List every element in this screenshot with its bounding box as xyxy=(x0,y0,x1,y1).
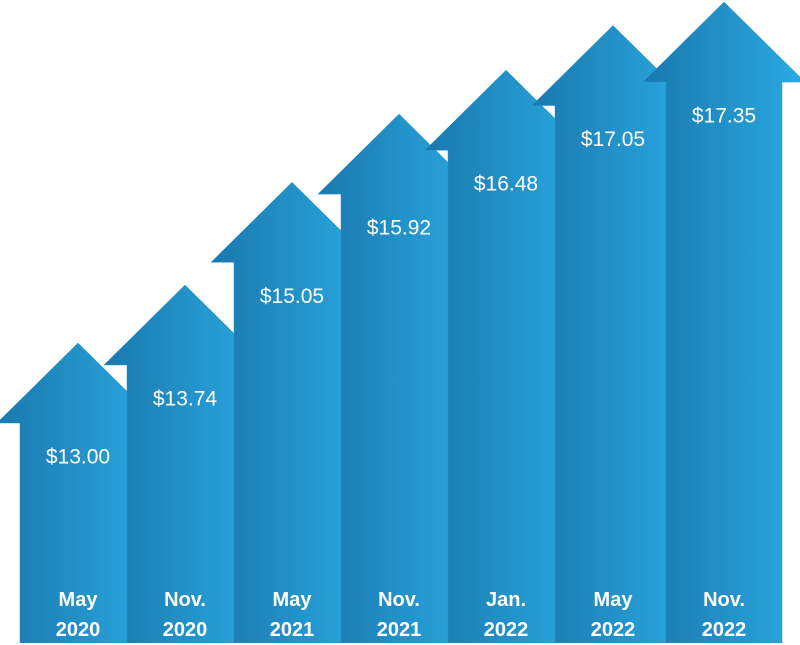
value-label: $13.00 xyxy=(46,446,110,469)
category-label: Jan. 2022 xyxy=(483,589,529,641)
category-label: May 2020 xyxy=(55,589,101,641)
category-label: Nov. 2020 xyxy=(162,589,208,641)
value-label: $13.74 xyxy=(153,388,218,411)
value-label: $15.92 xyxy=(367,217,431,240)
value-label: $15.05 xyxy=(260,285,324,308)
value-label: $16.48 xyxy=(474,173,538,196)
value-label: $17.05 xyxy=(581,128,645,151)
category-label: May 2022 xyxy=(590,589,636,641)
category-label: Nov. 2022 xyxy=(701,589,747,641)
category-label: May 2021 xyxy=(269,589,315,641)
value-label: $17.35 xyxy=(692,105,756,128)
arrow-bar xyxy=(642,1,800,643)
category-label: Nov. 2021 xyxy=(376,589,422,641)
